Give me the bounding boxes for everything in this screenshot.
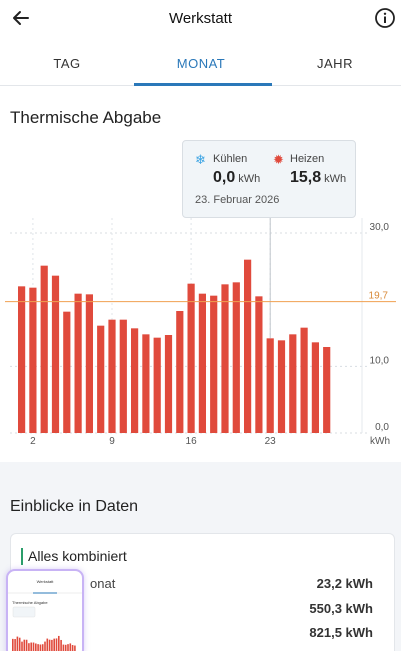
x-tick-label: 9 xyxy=(109,436,115,447)
y-tick-label: 10,0 xyxy=(370,355,390,366)
thumbnail-bar xyxy=(14,639,16,651)
thumbnail-bar xyxy=(44,641,46,651)
cool-unit: kWh xyxy=(238,173,261,185)
tab-day[interactable]: TAG xyxy=(53,56,81,71)
snowflake-icon: ❄ xyxy=(195,152,206,167)
thumbnail-preview: Werkstatt Thermische Abgabe xyxy=(8,579,82,651)
x-tick-label: 16 xyxy=(186,436,198,447)
chart-bar xyxy=(289,334,297,433)
chart-bar xyxy=(164,335,173,433)
chart-bar xyxy=(187,283,195,433)
thumbnail-bar xyxy=(28,643,30,651)
chart-bar xyxy=(131,328,139,433)
chart-title: Thermische Abgabe xyxy=(10,108,162,127)
thumbnail-bar xyxy=(30,642,32,651)
period-tabs: TAG MONAT JAHR xyxy=(0,48,401,86)
thumbnail-bar xyxy=(18,637,21,651)
thumbnail-bar xyxy=(16,636,19,651)
chart-bar xyxy=(255,296,263,433)
chart-bar xyxy=(210,295,218,433)
insight-row-label: onat xyxy=(90,576,116,591)
average-label: 19,7 xyxy=(369,291,389,302)
chart-bar xyxy=(232,282,240,433)
chart-bar xyxy=(311,342,319,433)
heat-label: Heizen xyxy=(290,153,325,165)
thumbnail-bar xyxy=(21,641,23,651)
y-unit-label: kWh xyxy=(370,436,390,447)
info-circle-icon[interactable] xyxy=(374,7,396,29)
thumbnail-bar xyxy=(25,639,28,651)
chart-bar xyxy=(323,347,331,433)
tab-year[interactable]: JAHR xyxy=(317,56,353,71)
thumbnail-bar xyxy=(69,643,72,651)
chart-bar xyxy=(85,294,93,433)
thumbnail-bar xyxy=(71,645,74,651)
thumbnail-bar xyxy=(41,644,44,651)
page-title: Werkstatt xyxy=(168,10,233,27)
insights-card-title: Alles kombiniert xyxy=(21,548,127,565)
thumbnail-bar xyxy=(60,639,62,651)
chart-bar xyxy=(244,259,252,433)
heat-value: 15,8 xyxy=(290,169,322,186)
insight-row-value: 23,2 kWh xyxy=(316,576,373,591)
thumbnail-bar xyxy=(74,645,76,651)
cool-label: Kühlen xyxy=(213,153,248,165)
insight-row-value: 821,5 kWh xyxy=(309,625,373,640)
heat-unit: kWh xyxy=(324,173,347,185)
thermal-output-chart[interactable]: 19,7 0,0 10,0 30,0 kWh 2 9 16 23 xyxy=(0,130,401,450)
thumbnail-bar xyxy=(53,638,55,651)
thumbnail-bar xyxy=(37,644,39,651)
thumbnail-chart-title: Thermische Abgabe xyxy=(12,600,48,605)
chart-bar xyxy=(221,284,229,433)
chart-bar xyxy=(18,286,26,433)
chart-bar xyxy=(266,338,274,433)
thumbnail-bar xyxy=(39,644,42,651)
chart-bar xyxy=(277,340,286,433)
thumbnail-bar xyxy=(35,643,37,651)
chart-bar xyxy=(119,319,127,433)
active-tab-indicator xyxy=(134,83,272,86)
tab-month[interactable]: MONAT xyxy=(176,56,226,71)
sun-icon: ✹ xyxy=(273,152,284,167)
thumbnail-bar xyxy=(32,642,35,651)
chart-bar xyxy=(97,325,105,433)
thumbnail-bar xyxy=(23,639,26,651)
heat-value-wrap: 15,8 kWh xyxy=(290,169,346,187)
chart-bar xyxy=(176,311,184,433)
x-tick-label: 23 xyxy=(265,436,277,447)
thumbnail-bar xyxy=(12,638,14,651)
y-tick-label: 30,0 xyxy=(370,222,390,233)
thumbnail-bar xyxy=(58,635,60,651)
thumbnail-bar xyxy=(46,638,49,651)
thumbnail-bar xyxy=(64,644,67,651)
chart-bar xyxy=(51,275,60,433)
thumbnail-title: Werkstatt xyxy=(37,579,55,584)
cool-value: 0,0 xyxy=(213,169,236,186)
chart-bar xyxy=(198,293,206,433)
cool-value-wrap: 0,0 kWh xyxy=(213,169,260,187)
tooltip-date: 23. Februar 2026 xyxy=(195,194,280,206)
app-bar: Werkstatt xyxy=(0,0,401,38)
x-tick-label: 2 xyxy=(30,436,36,447)
insight-row-value: 550,3 kWh xyxy=(309,601,373,616)
thumbnail-bar xyxy=(48,639,51,651)
y-tick-label: 0,0 xyxy=(375,422,389,433)
arrow-left-icon[interactable] xyxy=(10,7,32,29)
insights-title: Einblicke in Daten xyxy=(10,498,139,515)
chart-bar xyxy=(300,327,308,433)
chart-tooltip: ❄ Kühlen 0,0 kWh ✹ Heizen 15,8 kWh 23. Feb… xyxy=(182,140,356,218)
thumbnail-bar xyxy=(62,644,65,651)
chart-bar xyxy=(63,311,71,433)
chart-bar xyxy=(142,334,150,433)
chart-bar xyxy=(74,293,82,433)
chart-bar xyxy=(108,319,116,433)
thumbnail-bar xyxy=(55,638,58,651)
screenshot-thumbnail[interactable]: Werkstatt Thermische Abgabe xyxy=(6,569,84,651)
chart-bar xyxy=(29,287,37,433)
chart-bar xyxy=(153,337,161,433)
thumbnail-bar xyxy=(67,644,69,651)
chart-bar xyxy=(40,265,48,433)
thumbnail-bar xyxy=(51,639,53,651)
